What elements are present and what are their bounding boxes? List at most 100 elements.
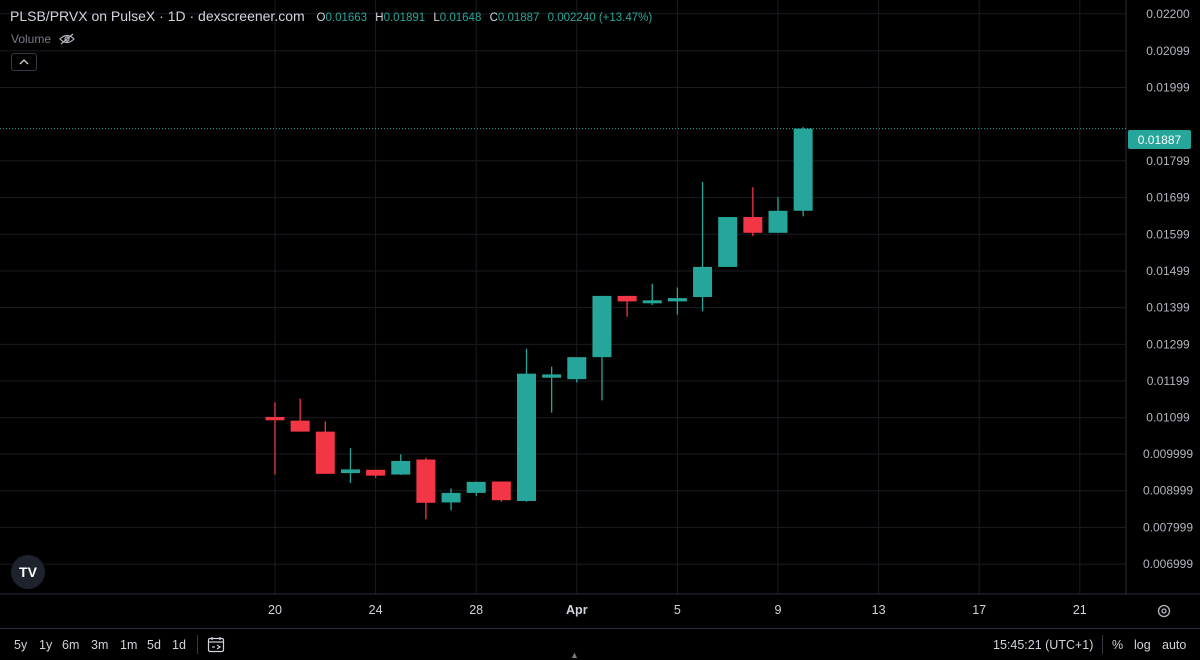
x-tick-label: 28 [469, 603, 483, 617]
timeframe-5y-button[interactable]: 5y [14, 638, 28, 652]
gear-icon[interactable] [1156, 603, 1172, 619]
clock-readout[interactable]: 15:45:21 (UTC+1) [993, 638, 1094, 652]
candle [416, 457, 436, 520]
low-key: L [433, 12, 440, 24]
candle [743, 187, 763, 237]
candle-body [441, 492, 461, 503]
y-tick-label: 0.01099 [1146, 411, 1190, 425]
last-price-label: 0.01887 [1128, 130, 1191, 149]
percent-scale-button[interactable]: % [1112, 638, 1124, 652]
y-tick-label: 0.007999 [1143, 520, 1193, 534]
y-tick-label: 0.01999 [1146, 81, 1190, 95]
x-tick-label: 17 [972, 603, 986, 617]
candle [617, 295, 637, 317]
candle-body [265, 416, 285, 421]
toolbar-divider-right [1102, 635, 1103, 654]
candle-body [542, 374, 562, 378]
bottom-toolbar: 5y 1y 6m 3m 1m 5d 1d 15:45:21 (UTC+1) % … [0, 628, 1200, 660]
y-tick-label: 0.009999 [1143, 447, 1193, 461]
candle-body [491, 481, 511, 501]
time-axis: 20 24 28 Apr 5 9 13 17 21 [268, 603, 1087, 617]
timeframe-5d-button[interactable]: 5d [147, 638, 161, 652]
y-tick-label: 0.01199 [1147, 374, 1190, 388]
candle-body [315, 431, 335, 474]
candle [290, 398, 310, 432]
timeframe-1m-button[interactable]: 1m [120, 638, 138, 652]
x-tick-label: 9 [775, 603, 782, 617]
candle-body [290, 420, 310, 432]
candles [265, 127, 813, 520]
candle-body [718, 217, 738, 267]
candle [542, 366, 562, 413]
toolbar-divider [197, 635, 198, 654]
change-value: 0.002240 (+13.47%) [547, 12, 653, 24]
y-tick-label: 0.01599 [1146, 227, 1190, 241]
high-value: 0.01891 [383, 12, 426, 24]
candle [567, 357, 587, 383]
close-value: 0.01887 [497, 12, 540, 24]
x-tick-label: 13 [872, 603, 886, 617]
timeframe-1d-button[interactable]: 1d [172, 638, 186, 652]
candle [491, 481, 511, 502]
collapse-legend-button[interactable] [11, 53, 37, 71]
candle [642, 283, 662, 306]
chevron-up-small-icon[interactable]: ▲ [570, 650, 579, 660]
candle [693, 181, 713, 312]
candle-body [466, 481, 486, 493]
x-tick-label: 24 [369, 603, 383, 617]
candle [265, 402, 285, 475]
candle [517, 348, 536, 502]
timeframe-3m-button[interactable]: 3m [91, 638, 109, 652]
high-key: H [375, 12, 384, 24]
calendar-range-icon[interactable] [207, 636, 225, 653]
candle-body [592, 295, 612, 358]
chevron-up-icon [19, 59, 29, 65]
candle [793, 127, 813, 217]
volume-legend: Volume [11, 32, 75, 46]
log-scale-button[interactable]: log [1134, 638, 1151, 652]
y-tick-label: 0.01499 [1146, 264, 1190, 278]
open-key: O [316, 12, 326, 24]
candle [315, 421, 335, 474]
symbol-title[interactable]: PLSB/PRVX on PulseX · 1D · dexscreener.c… [10, 8, 305, 24]
candle [718, 217, 738, 267]
candle-body [517, 373, 536, 501]
candle [768, 197, 788, 233]
y-tick-label: 0.01799 [1146, 154, 1190, 168]
chart-grid [0, 0, 1200, 595]
timeframe-6m-button[interactable]: 6m [62, 638, 80, 652]
x-tick-label: Apr [566, 603, 588, 617]
candle-body [617, 295, 637, 302]
x-tick-label: 20 [268, 603, 282, 617]
candle-body [416, 459, 436, 503]
x-tick-label: 5 [674, 603, 681, 617]
ohlc-readout: O0.01663 H0.01891 L0.01648 C0.01887 0.00… [317, 12, 658, 24]
candle [441, 488, 461, 511]
close-key: C [489, 12, 498, 24]
tradingview-logo[interactable]: TV [11, 555, 45, 589]
y-tick-label: 0.01699 [1146, 191, 1190, 205]
chart-header: PLSB/PRVX on PulseX · 1D · dexscreener.c… [10, 8, 657, 24]
candle-body [793, 128, 813, 211]
y-tick-label: 0.01399 [1146, 301, 1190, 315]
auto-scale-button[interactable]: auto [1162, 638, 1187, 652]
timeframe-1y-button[interactable]: 1y [39, 638, 53, 652]
y-tick-label: 0.02099 [1146, 44, 1190, 58]
x-tick-label: 21 [1073, 603, 1087, 617]
eye-off-icon[interactable] [59, 33, 75, 45]
candle [391, 454, 411, 475]
candle [340, 448, 360, 483]
candle-body [743, 217, 763, 233]
open-value: 0.01663 [325, 12, 368, 24]
price-chart[interactable]: 0.02200 0.02099 0.01999 0.01799 0.01699 0.015… [0, 0, 1200, 628]
candle-body [567, 357, 587, 380]
candle-body [768, 210, 788, 233]
candle-body [693, 266, 713, 297]
volume-label: Volume [11, 32, 52, 46]
candle [592, 295, 612, 401]
candle [466, 481, 486, 496]
candle-body [667, 298, 687, 302]
candle-body [642, 300, 662, 304]
price-axis: 0.02200 0.02099 0.01999 0.01799 0.01699 0.015… [1143, 7, 1193, 571]
y-tick-label: 0.02200 [1146, 7, 1190, 21]
